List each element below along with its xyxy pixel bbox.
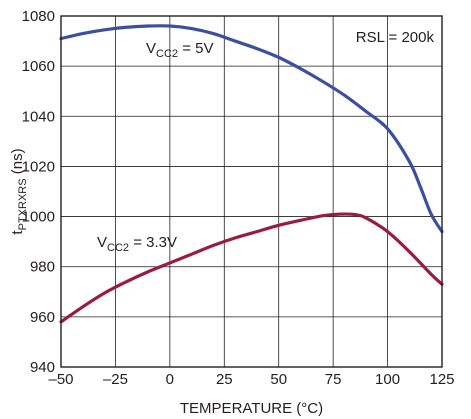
series-label-suffix: = 3.3V	[129, 234, 177, 251]
series-label-vcc2-5v: VCC2 = 5V	[146, 40, 213, 60]
x-tick-label: 100	[375, 371, 400, 388]
x-tick-labels: –50 –25 0 25 50 75 100 125	[48, 371, 454, 388]
series-label-subscript: CC2	[156, 48, 178, 60]
y-tick-label: 940	[30, 359, 55, 376]
x-tick-label: 50	[270, 371, 287, 388]
y-axis-label: tPTXRXRS (ns)	[9, 148, 29, 234]
x-tick-label: 0	[166, 371, 174, 388]
y-tick-label: 1080	[22, 8, 55, 25]
y-tick-label: 960	[30, 309, 55, 326]
x-tick-label: 25	[216, 371, 233, 388]
y-axis-label-suffix: (ns)	[9, 148, 26, 178]
x-tick-label: –25	[103, 371, 128, 388]
y-axis-label-subscript: PTXRXRS	[17, 178, 29, 230]
grid-lines	[60, 15, 443, 368]
plot-frame	[60, 15, 443, 368]
series-line-0	[59, 24, 444, 234]
y-tick-labels: 940 960 980 1000 1020 1040 1060 1080	[22, 8, 55, 376]
y-tick-label: 1040	[22, 108, 55, 125]
series-label-suffix: = 5V	[178, 40, 213, 57]
series-label-subscript: CC2	[107, 242, 129, 254]
x-tick-label: 125	[429, 371, 454, 388]
y-tick-label: 1020	[22, 158, 55, 175]
annotation-rsl: RSL = 200k	[356, 29, 435, 46]
series-label-main: V	[146, 40, 156, 57]
series-line-1	[59, 212, 444, 324]
x-tick-label: –50	[48, 371, 73, 388]
y-tick-label: 980	[30, 259, 55, 276]
x-tick-label: 75	[325, 371, 342, 388]
x-axis-label: TEMPERATURE (°C)	[180, 400, 323, 417]
series-label-main: V	[97, 234, 107, 251]
series-layer	[59, 24, 444, 324]
y-axis-label-main: t	[9, 230, 26, 235]
y-tick-label: 1060	[22, 58, 55, 75]
y-tick-label: 1000	[22, 209, 55, 226]
series-label-vcc2-3v3: VCC2 = 3.3V	[97, 234, 177, 254]
